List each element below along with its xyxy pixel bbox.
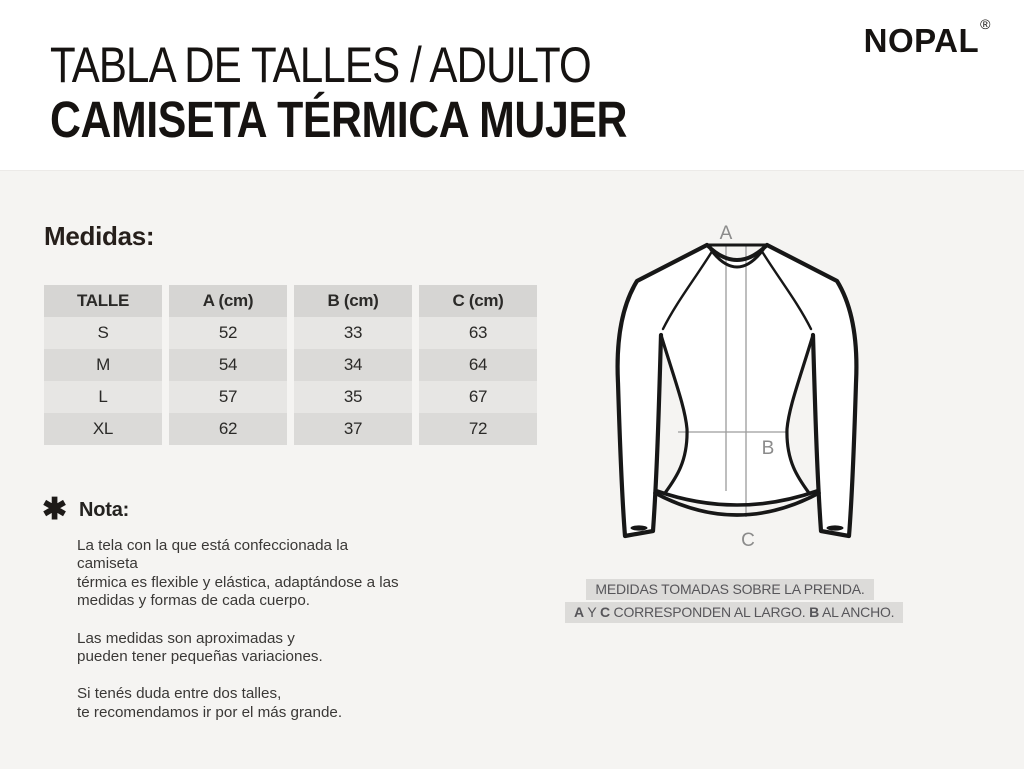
cell-a: 52 xyxy=(169,317,287,349)
measure-label-b: B xyxy=(762,438,775,459)
caption-letter-c: C xyxy=(599,604,610,620)
brand-logo: NOPAL® xyxy=(863,16,991,60)
brand-name: NOPAL xyxy=(863,22,980,59)
caption-letter-a: A xyxy=(574,604,584,620)
measures-heading: Medidas: xyxy=(44,221,155,251)
header-band: TABLA DE TALLES / ADULTO CAMISETA TÉRMIC… xyxy=(0,0,1024,170)
nota-paragraph-3: Si tenés duda entre dos talles, te recom… xyxy=(77,685,343,721)
cell-c: 67 xyxy=(419,381,537,413)
content-section: Medidas: TALLE A (cm) B (cm) C (cm) S 52… xyxy=(0,170,1024,769)
column-header-talle: TALLE xyxy=(44,285,162,317)
asterisk-icon: ✱ xyxy=(42,493,68,526)
cell-c: 64 xyxy=(419,349,537,381)
cuff-detail-right xyxy=(826,525,844,531)
nota-paragraph-2: Las medidas son aproximadas y pueden ten… xyxy=(77,629,323,666)
measure-label-a: A xyxy=(720,223,733,244)
cell-size: L xyxy=(44,381,162,413)
hem-upper-curve xyxy=(655,489,819,507)
caption-letter-b: B xyxy=(809,604,820,620)
raglan-seam-left xyxy=(661,251,713,331)
cuff-detail-left xyxy=(630,525,648,531)
column-header-b: B (cm) xyxy=(294,285,412,317)
size-table: TALLE A (cm) B (cm) C (cm) S 52 33 63 M … xyxy=(44,285,540,445)
shirt-fill xyxy=(617,245,857,536)
table-row-s: S 52 33 63 xyxy=(44,317,540,349)
shirt-right-sleeve-outline xyxy=(764,242,859,539)
raglan-seam-right xyxy=(761,251,813,331)
registered-trademark-icon: ® xyxy=(980,16,991,32)
table-row-m: M 54 34 64 xyxy=(44,349,540,381)
caption-line1: MEDIDAS TOMADAS SOBRE LA PRENDA. xyxy=(586,579,874,600)
body-side-right xyxy=(785,333,815,495)
diagram-captions: MEDIDAS TOMADAS SOBRE LA PRENDA. A Y C C… xyxy=(565,579,904,625)
column-header-c: C (cm) xyxy=(419,285,537,317)
page-title-line2: CAMISETA TÉRMICA MUJER xyxy=(50,91,628,148)
cell-a: 62 xyxy=(169,413,287,445)
cell-c: 63 xyxy=(419,317,537,349)
cell-size: XL xyxy=(44,413,162,445)
cell-size: S xyxy=(44,317,162,349)
cell-b: 37 xyxy=(294,413,412,445)
caption-text-largo: CORRESPONDEN AL LARGO. xyxy=(609,604,810,620)
column-header-a: A (cm) xyxy=(169,285,287,317)
cell-c: 72 xyxy=(419,413,537,445)
collar-inner-arc xyxy=(709,248,765,269)
caption-line2: A Y C CORRESPONDEN AL LARGO. B AL ANCHO. xyxy=(565,602,904,623)
table-row-xl: XL 62 37 72 xyxy=(44,413,540,445)
hem-lower-curve xyxy=(653,491,821,517)
cell-a: 54 xyxy=(169,349,287,381)
table-row-l: L 57 35 67 xyxy=(44,381,540,413)
cell-a: 57 xyxy=(169,381,287,413)
cell-b: 34 xyxy=(294,349,412,381)
shirt-diagram: A B C xyxy=(615,223,859,551)
size-table-header-row: TALLE A (cm) B (cm) C (cm) xyxy=(44,285,540,317)
shirt-left-sleeve-outline xyxy=(615,242,710,539)
caption-text-y: Y xyxy=(583,604,600,620)
nota-paragraphs: La tela con la que está confeccionada la… xyxy=(77,537,407,741)
cell-b: 35 xyxy=(294,381,412,413)
nota-heading: Nota: xyxy=(79,499,130,521)
cell-b: 33 xyxy=(294,317,412,349)
page-title-line1: TABLA DE TALLES / ADULTO xyxy=(50,37,592,93)
nota-paragraph-1: La tela con la que está confeccionada la… xyxy=(77,537,399,610)
body-side-left xyxy=(659,333,689,495)
cell-size: M xyxy=(44,349,162,381)
measure-label-c: C xyxy=(741,530,755,551)
caption-text-ancho: AL ANCHO. xyxy=(819,604,895,620)
